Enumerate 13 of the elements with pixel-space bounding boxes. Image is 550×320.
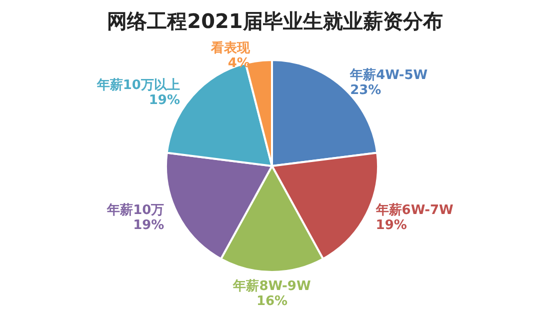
slice-label: 看表现 [210,40,251,56]
data-label: 19% [133,218,164,233]
data-label: 16% [256,294,288,309]
slice-label: 年薪10万以上 [96,76,180,93]
chart-title: 网络工程2021届毕业生就业薪资分布 [107,9,443,33]
slice-label: 年薪6W-7W [374,202,454,218]
data-label: 19% [376,218,407,233]
data-label: 4% [228,56,250,71]
slice-label: 年薪8W-9W [232,278,311,294]
slice-label: 年薪10万 [106,202,164,218]
slice-label: 年薪4W-5W [349,66,428,83]
data-label: 23% [350,82,382,98]
data-label: 19% [148,92,180,108]
